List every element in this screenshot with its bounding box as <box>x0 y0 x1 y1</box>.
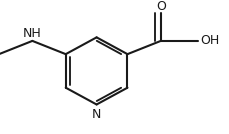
Text: N: N <box>92 108 101 121</box>
Text: OH: OH <box>199 34 218 47</box>
Text: O: O <box>155 0 165 13</box>
Text: NH: NH <box>23 27 42 40</box>
